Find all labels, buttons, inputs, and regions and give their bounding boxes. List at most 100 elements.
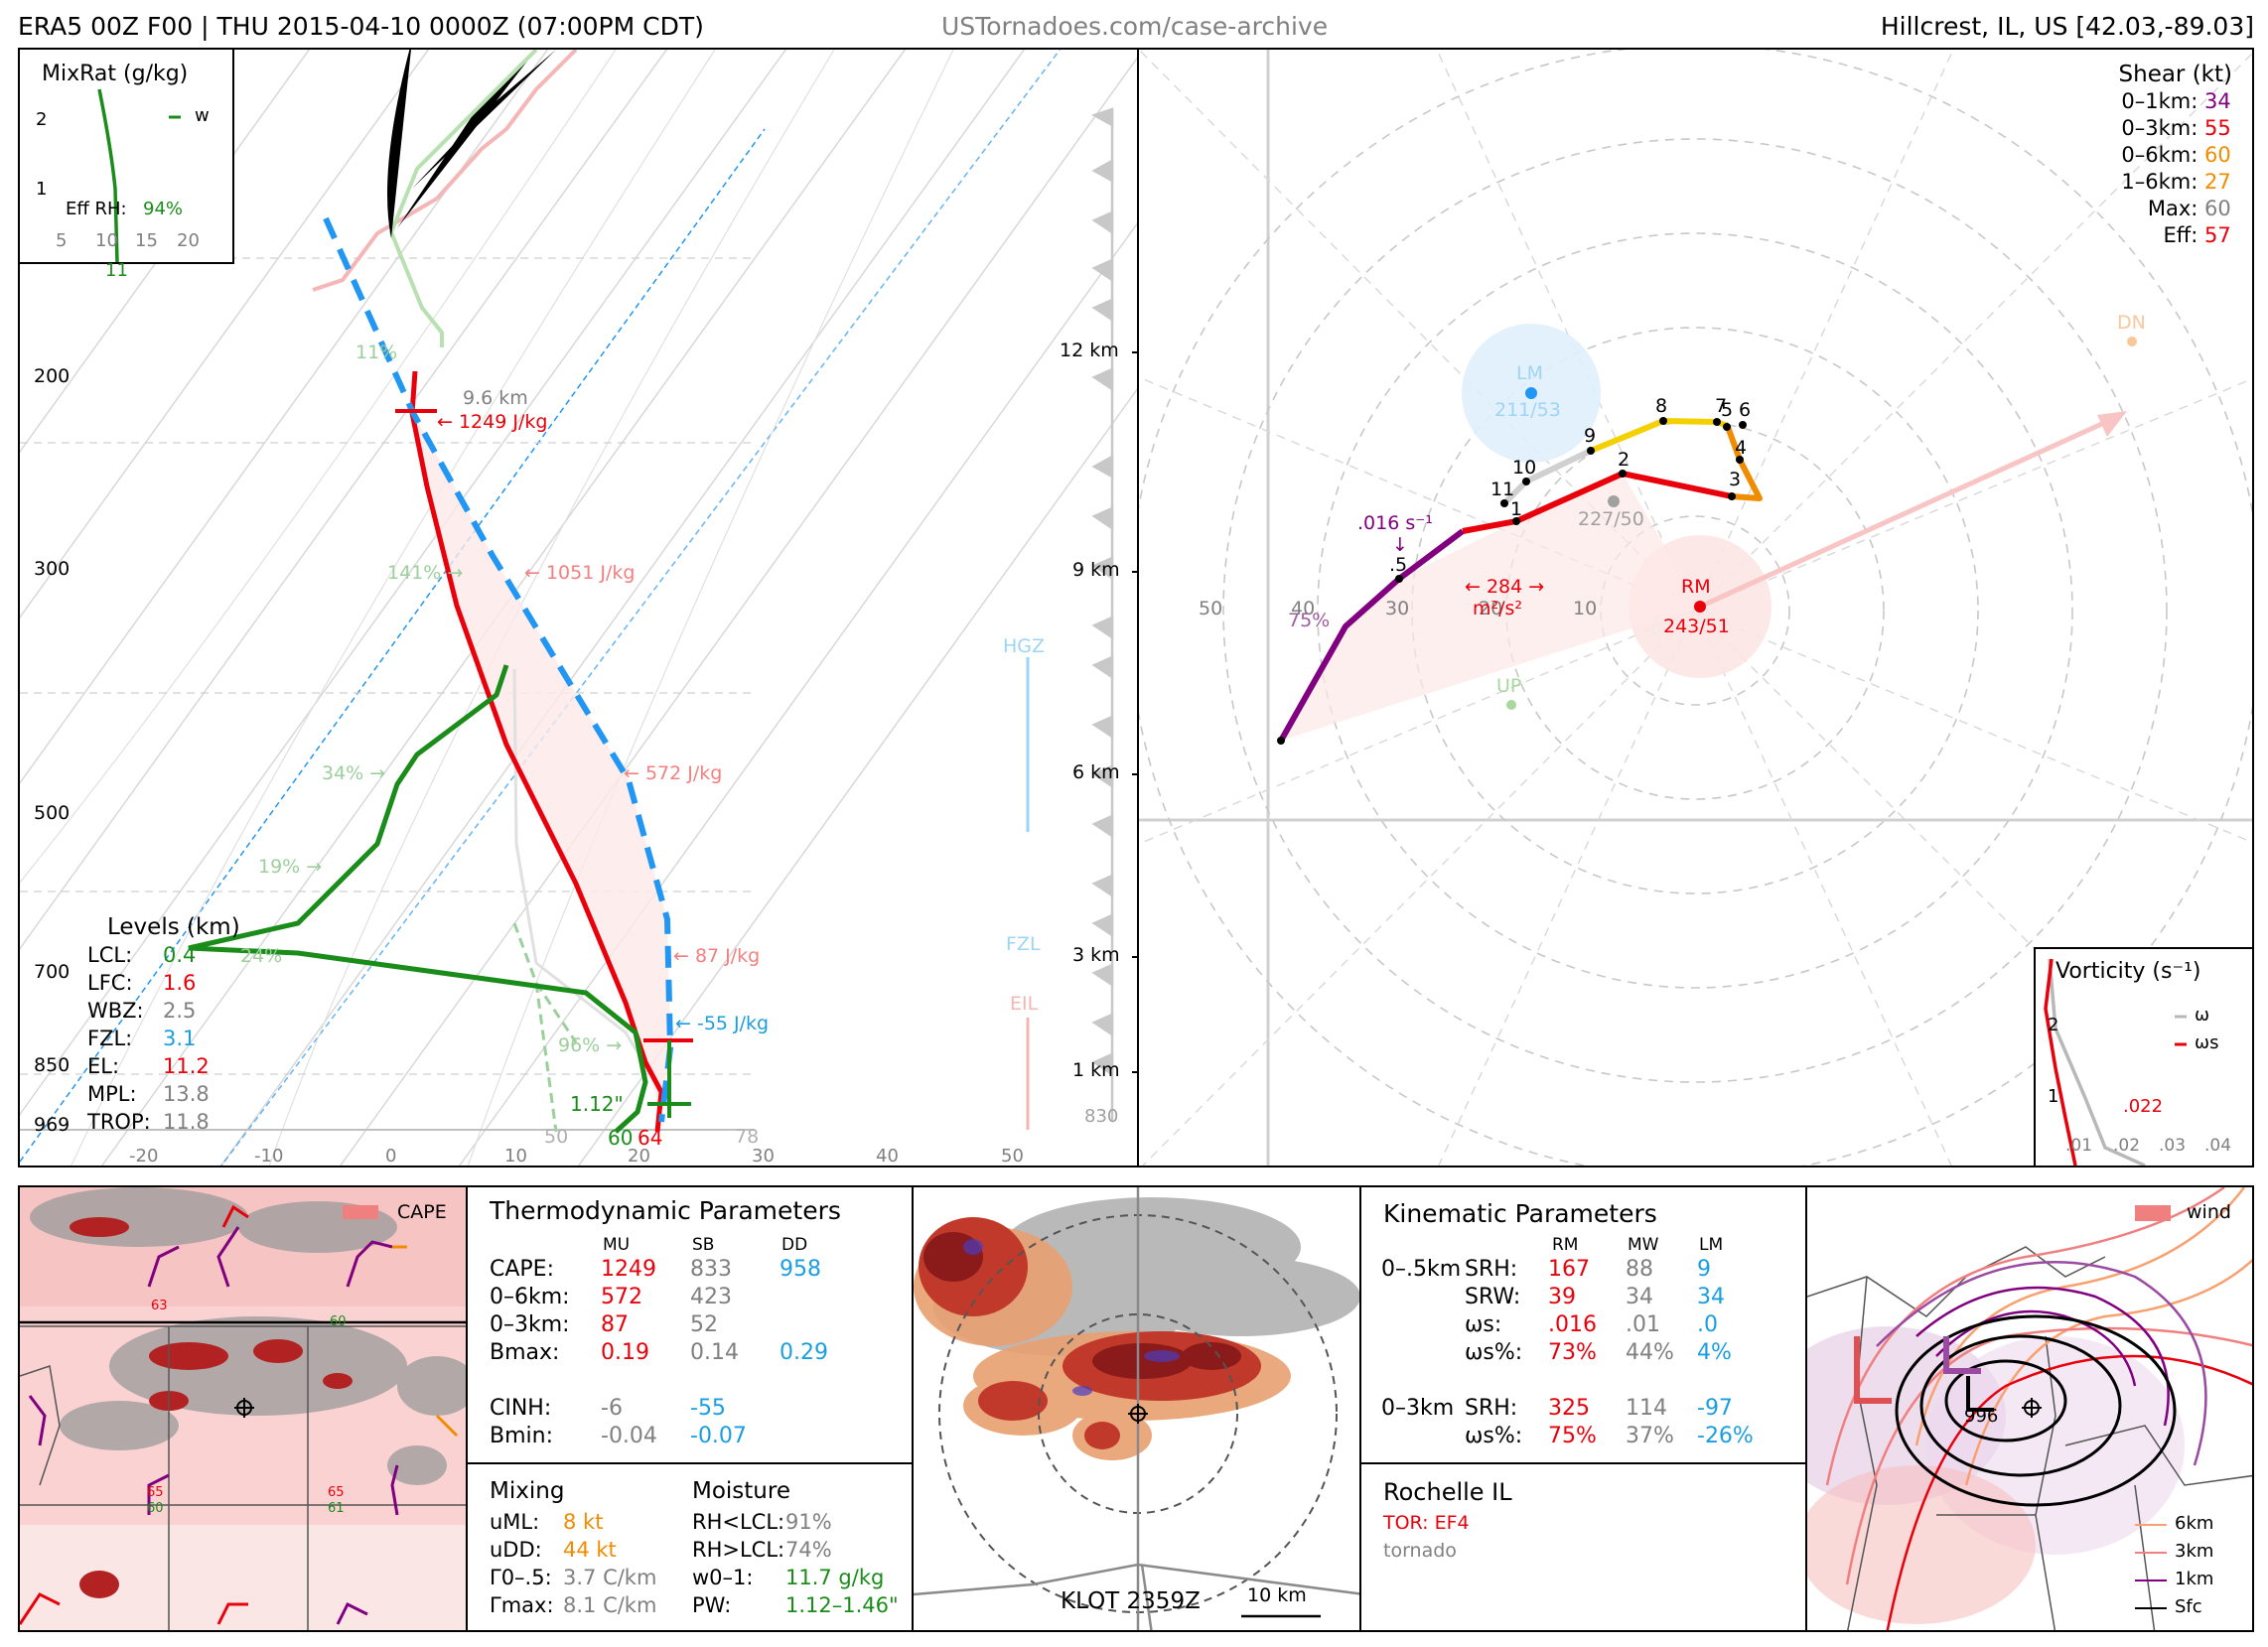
- kinematic-col-lm: LM: [1699, 1235, 1724, 1255]
- thermo-row-sb: 52: [690, 1312, 718, 1337]
- vorticity-value: .022: [2123, 1096, 2164, 1117]
- moisture-row-label: RH>LCL:: [692, 1538, 785, 1562]
- cape-label-2: ← 1051 J/kg: [524, 562, 636, 584]
- skewt-plot: [20, 50, 1138, 1166]
- kin-row-mw: .01: [1626, 1312, 1660, 1337]
- moisture-title: Moisture: [692, 1478, 790, 1504]
- shear-row: 0–3km: 55: [2119, 115, 2232, 142]
- radar-panel: KLOT 2359Z 10 km: [912, 1185, 1362, 1632]
- temp-tick-40: 40: [876, 1146, 899, 1167]
- vorticity-xtick-03: .03: [2159, 1136, 2187, 1156]
- cape-legend: CAPE: [397, 1201, 447, 1223]
- levels-row: FZL: 3.1: [87, 1025, 240, 1052]
- mixrat-ytick-1: 1: [36, 179, 48, 200]
- wind-map-panel: wind 996 6km 3km 1km Sfc: [1805, 1185, 2254, 1632]
- vorticity-inset: Vorticity (s⁻¹) ω ωs 2 1 .022 .01 .02 .0…: [2034, 947, 2252, 1166]
- ring-label-30: 30: [1385, 598, 1410, 619]
- mixrat-xtick-15: 15: [135, 230, 158, 251]
- bmin-sb: -0.04: [601, 1424, 657, 1448]
- thermo-row-dd: 958: [780, 1257, 821, 1282]
- mixing-moisture-panel: Mixing Moisture uML: 8 kt uDD: 44 kt Γ0–.5: 3…: [466, 1462, 915, 1632]
- thermo-row-label: CAPE:: [490, 1257, 554, 1282]
- mixing-row-label: Γmax:: [490, 1593, 554, 1617]
- levels-row-value: 3.1: [163, 1027, 197, 1050]
- mixing-row-label: Γ0–.5:: [490, 1566, 552, 1589]
- kin-row-label: SRW:: [1465, 1285, 1521, 1309]
- kin-row-mw: 37%: [1626, 1424, 1674, 1448]
- wind-level-6km: 6km: [2175, 1513, 2214, 1534]
- kin-row-lm: .0: [1697, 1312, 1718, 1337]
- hgz-label: HGZ: [1003, 635, 1046, 657]
- height-pt-11: 11: [1490, 479, 1515, 500]
- shear-row-label: Eff:: [2163, 223, 2204, 247]
- height-pt-9: 9: [1584, 425, 1597, 447]
- kin-row-lm: 9: [1697, 1257, 1711, 1282]
- levels-row-value: 2.5: [163, 999, 197, 1023]
- mixing-row-value: 3.7 C/km: [563, 1566, 657, 1589]
- levels-row-value: 11.2: [163, 1054, 210, 1078]
- temp-tick-m20: -20: [129, 1146, 159, 1167]
- mixrat-ytick-2: 2: [36, 109, 48, 130]
- thermo-row-sb: 833: [690, 1257, 732, 1282]
- mixing-row-value: 8.1 C/km: [563, 1593, 657, 1617]
- cape-map-label-1: 63: [151, 1299, 168, 1313]
- levels-row: MPL: 13.8: [87, 1080, 240, 1108]
- kin-row-lm: -97: [1697, 1396, 1733, 1421]
- shear-row-label: 0–6km:: [2121, 143, 2204, 167]
- thermo-row-sb: 423: [690, 1285, 732, 1309]
- pw-label: 1.12": [570, 1092, 624, 1116]
- levels-block: Levels (km) LCL: 0.4 LFC: 1.6 WBZ: 2.5 FZL: 3.1…: [87, 913, 240, 1136]
- shear-row-label: Max:: [2147, 197, 2204, 220]
- ring-label-40: 40: [1291, 598, 1316, 619]
- cinh-sb: -6: [601, 1396, 623, 1421]
- height-pt-6: 6: [1739, 399, 1752, 421]
- srh-label-1: ← 284 →: [1465, 576, 1545, 598]
- levels-row: EL: 11.2: [87, 1052, 240, 1080]
- cape-map-panel: CAPE 63 60 65 60 65 61: [18, 1185, 469, 1632]
- event-rating: TOR: EF4: [1383, 1512, 1470, 1534]
- kinematic-section2: 0–3km: [1381, 1396, 1455, 1421]
- levels-row-value: 0.4: [163, 943, 197, 967]
- height-pt-5: 5: [1721, 399, 1734, 421]
- shear-title: Shear (kt): [2118, 62, 2232, 87]
- kin-row-mw: 44%: [1626, 1340, 1674, 1365]
- levels-row-label: FZL:: [87, 1027, 133, 1050]
- mixrat-xtick-20: 20: [177, 230, 200, 251]
- thermo-col-mu: MU: [603, 1235, 631, 1255]
- shear-row-label: 0–1km:: [2121, 89, 2204, 113]
- shear-row-value: 55: [2204, 116, 2231, 140]
- kin-row-mw: 114: [1626, 1396, 1667, 1421]
- levels-row-label: MPL:: [87, 1082, 137, 1106]
- lm-label: LM: [1516, 362, 1543, 384]
- thermo-row-sb: 0.14: [690, 1340, 739, 1365]
- cape-map-label-4: 60: [147, 1501, 164, 1516]
- thermo-col-sb: SB: [692, 1235, 715, 1255]
- levels-row: TROP: 11.8: [87, 1108, 240, 1136]
- height-label-1km: 1 km: [1072, 1059, 1120, 1081]
- moisture-row-value: 1.12–1.46": [785, 1593, 899, 1617]
- moisture-row-label: RH<LCL:: [692, 1510, 785, 1534]
- levels-row-label: LFC:: [87, 971, 133, 995]
- kinematic-panel: Kinematic Parameters RM MW LM 0–.5km 0–3…: [1359, 1185, 1808, 1465]
- thermo-row-mu: 87: [601, 1312, 629, 1337]
- kinematic-title: Kinematic Parameters: [1383, 1199, 1657, 1228]
- vorticity-legend-w: ω: [2195, 1005, 2210, 1026]
- event-panel: Rochelle IL TOR: EF4 tornado: [1359, 1462, 1808, 1632]
- height-pt-7: 7: [1715, 395, 1728, 417]
- lm-value: 211/53: [1494, 399, 1561, 421]
- bmin-label: Bmin:: [490, 1424, 553, 1448]
- vort-label: .016 s⁻¹: [1357, 512, 1433, 534]
- wind-level-1km: 1km: [2175, 1569, 2214, 1589]
- vort-arrow: ↓: [1392, 534, 1408, 556]
- pressure-label-200: 200: [34, 365, 71, 387]
- header-center[interactable]: USTornadoes.com/case-archive: [941, 12, 1329, 41]
- fzl-label: FZL: [1006, 933, 1041, 955]
- cape-map: [20, 1187, 467, 1630]
- shear-row-label: 0–3km:: [2121, 116, 2204, 140]
- dn-label: DN: [2117, 312, 2146, 334]
- pressure-label-700: 700: [34, 961, 71, 983]
- temp-tick-20: 20: [628, 1146, 650, 1167]
- height-pt-4: 4: [1735, 437, 1748, 459]
- hodograph-panel: 50 40 30 20 10 LM 211/53 RM 243/51 227/5…: [1137, 48, 2254, 1167]
- levels-row: WBZ: 2.5: [87, 997, 240, 1025]
